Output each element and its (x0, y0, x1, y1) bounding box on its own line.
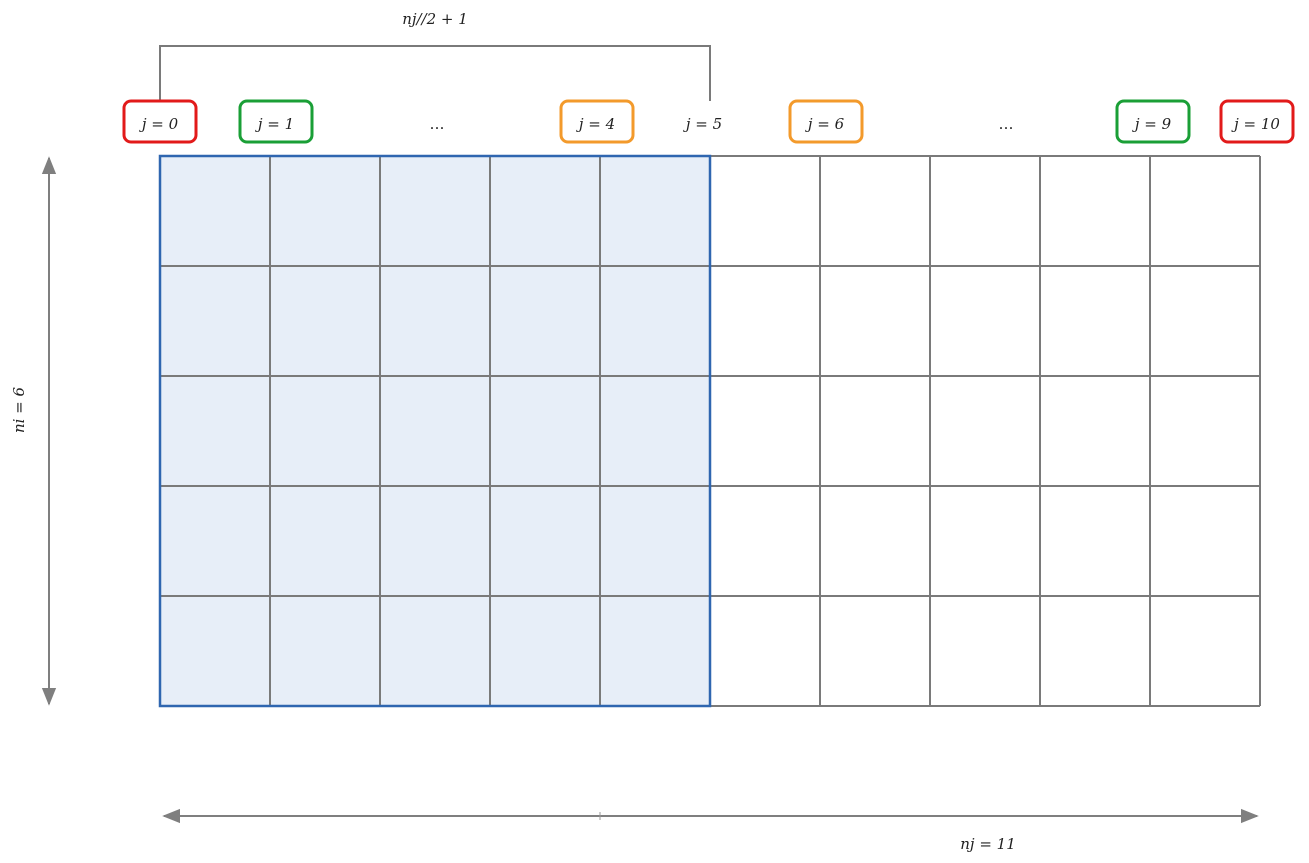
highlight-fill (160, 156, 710, 706)
column-label: j = 4 (576, 115, 615, 133)
bracket-label: nj//2 + 1 (402, 10, 468, 28)
column-label: j = 5 (683, 115, 722, 133)
column-label: j = 9 (1132, 115, 1172, 133)
column-label-box-red (122, 99, 198, 144)
column-label-box-orange (559, 99, 635, 144)
column-label: j = 0 (139, 115, 179, 133)
column-label: j = 6 (805, 115, 845, 133)
rows-label: ni = 6 (10, 386, 28, 433)
column-label: j = 1 (255, 115, 294, 133)
column-labels: j = 0 j = 1 … j = 4 j = 5 j = 6 … j = 9 j = 10 (122, 99, 1295, 144)
column-ellipsis: … (999, 115, 1014, 133)
column-label-box-green (238, 99, 314, 144)
cols-label: nj = 11 (960, 835, 1016, 853)
column-ellipsis: … (430, 115, 445, 133)
column-label-box-red (1219, 99, 1295, 144)
column-label-box-green (1115, 99, 1191, 144)
column-label-box-orange (788, 99, 864, 144)
highlight-border (158, 154, 712, 708)
column-label: j = 10 (1231, 115, 1280, 133)
array-grid (158, 154, 1261, 708)
half-width-bracket (159, 45, 711, 101)
half-spectrum-region (160, 156, 710, 706)
